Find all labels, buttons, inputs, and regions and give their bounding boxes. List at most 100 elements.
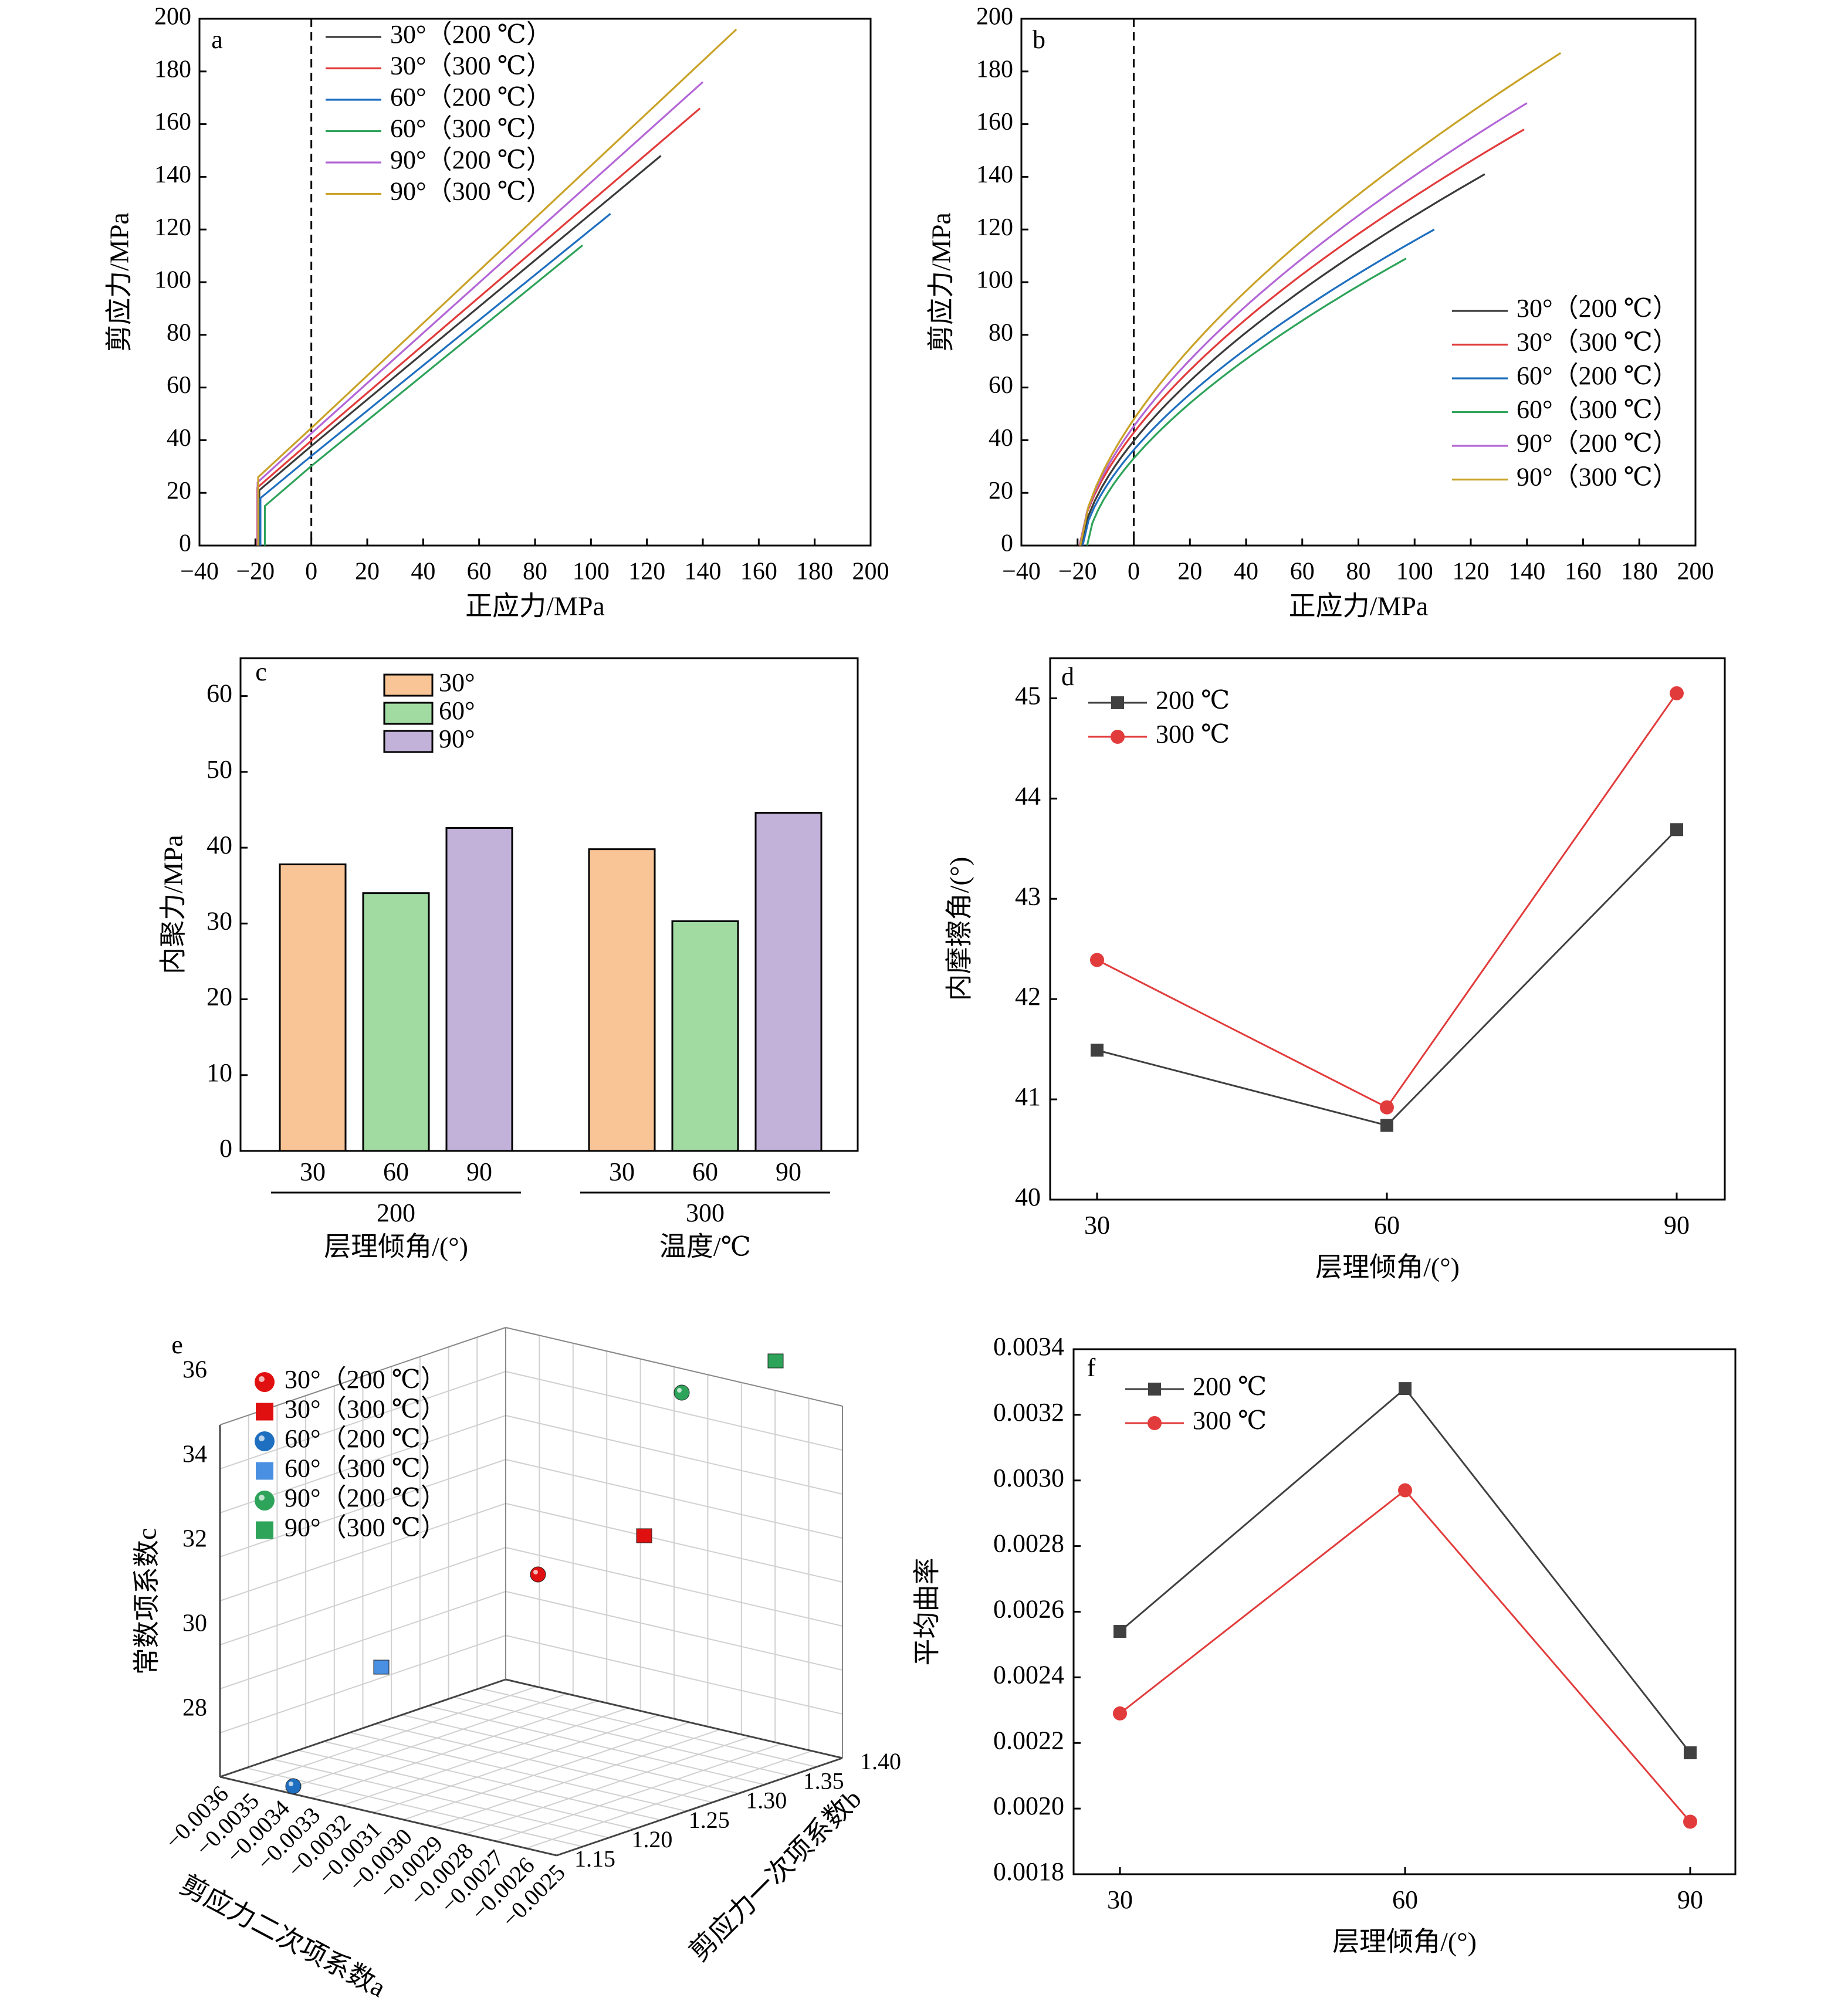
series-line-2 bbox=[1081, 228, 1435, 546]
y-tick-label: 20 bbox=[167, 477, 191, 504]
axis-edge bbox=[505, 1678, 843, 1759]
plot-frame bbox=[1072, 1348, 1737, 1875]
legend-label: 90° bbox=[439, 724, 475, 753]
y-tick-label: 40 bbox=[989, 425, 1013, 452]
x-tick-label: 80 bbox=[1346, 558, 1371, 585]
b-tick-label: 1.15 bbox=[574, 1845, 615, 1872]
data-point bbox=[1113, 1706, 1127, 1721]
b-tick-label: 1.30 bbox=[746, 1787, 787, 1814]
b-tick-label: 1.20 bbox=[631, 1826, 672, 1853]
bar bbox=[445, 827, 513, 1152]
y-tick-label: 200 bbox=[154, 4, 191, 31]
scatter-highlight bbox=[533, 1570, 538, 1574]
x-tick-label: 90 bbox=[1677, 1885, 1703, 1914]
c-tick-label: 36 bbox=[182, 1357, 207, 1384]
legend-marker bbox=[1111, 730, 1125, 744]
x-axis-label: 正应力/MPa bbox=[1289, 591, 1429, 621]
y-tick-label: 80 bbox=[167, 319, 191, 346]
y-tick-label: 0.0022 bbox=[993, 1726, 1064, 1755]
grid-line bbox=[375, 1723, 713, 1803]
grid-line bbox=[427, 1705, 765, 1786]
grid-line bbox=[505, 1415, 843, 1495]
c-tick-label: 32 bbox=[182, 1526, 207, 1553]
data-point bbox=[1683, 1814, 1697, 1829]
y-tick-label: 40 bbox=[167, 425, 191, 452]
x-tick-label: −20 bbox=[1058, 558, 1097, 585]
bar bbox=[279, 863, 347, 1152]
c-axis-label: 常数项系数c bbox=[132, 1528, 162, 1675]
y-axis-label: 平均曲率 bbox=[912, 1558, 942, 1666]
y-tick-label: 0 bbox=[1001, 530, 1013, 557]
x-tick-label: −40 bbox=[1002, 558, 1041, 585]
legend-label: 30°（300 ℃） bbox=[285, 1395, 446, 1424]
legend-label: 60°（200 ℃） bbox=[285, 1424, 446, 1453]
legend-swatch bbox=[383, 730, 434, 753]
y-tick-label: 45 bbox=[1015, 681, 1041, 710]
x-axis-label: 层理倾角/(°) bbox=[1332, 1927, 1477, 1957]
x-tick-label: 200 bbox=[1677, 558, 1714, 585]
legend-marker-highlight bbox=[259, 1495, 265, 1501]
b-tick-label: 1.25 bbox=[689, 1807, 730, 1833]
legend-marker bbox=[256, 1403, 273, 1421]
data-point bbox=[1113, 1625, 1126, 1638]
x-tick-label: 60 bbox=[467, 558, 492, 585]
y-tick-label: 42 bbox=[1015, 982, 1041, 1011]
series-line-3 bbox=[1086, 258, 1407, 546]
y-tick-label: 50 bbox=[207, 755, 232, 784]
data-point bbox=[1090, 953, 1104, 967]
legend-label: 90°（300 ℃） bbox=[1517, 463, 1678, 492]
legend-label: 30°（200 ℃） bbox=[285, 1365, 446, 1394]
legend-label: 60° bbox=[439, 696, 475, 725]
legend-label: 90°（200 ℃） bbox=[1517, 429, 1678, 458]
grid-line bbox=[219, 1459, 506, 1557]
y-tick-label: 0.0032 bbox=[993, 1398, 1064, 1427]
grid-line bbox=[505, 1503, 843, 1583]
series-line-1 bbox=[1096, 692, 1678, 1109]
y-tick-label: 140 bbox=[976, 161, 1013, 188]
axis-edge bbox=[219, 1678, 506, 1778]
x-tick-label: 140 bbox=[1508, 558, 1545, 585]
y-tick-label: 43 bbox=[1015, 882, 1041, 910]
x-tick-label: 120 bbox=[628, 558, 665, 585]
grid-line bbox=[219, 1547, 506, 1645]
y-tick-label: 160 bbox=[154, 109, 191, 136]
x-tick-label: 90 bbox=[466, 1157, 492, 1186]
bar bbox=[588, 848, 656, 1152]
plot-frame bbox=[239, 657, 859, 1152]
scatter-point bbox=[636, 1528, 652, 1543]
legend-label: 30° bbox=[439, 668, 475, 697]
legend-label: 90°（200 ℃） bbox=[285, 1484, 446, 1512]
x-tick-label: 100 bbox=[1396, 558, 1433, 585]
y-tick-label: 60 bbox=[167, 372, 191, 399]
y-tick-label: 80 bbox=[989, 319, 1013, 346]
y-tick-label: 120 bbox=[976, 214, 1013, 241]
scatter-highlight bbox=[677, 1388, 682, 1393]
x-tick-label: 100 bbox=[573, 558, 610, 585]
y-tick-label: 0.0020 bbox=[993, 1792, 1064, 1820]
panel-d: 40 41 42 43 44 45 30 60 90 层理倾角/(°) 内摩擦角/(°) d 200 ℃… bbox=[945, 657, 1726, 1282]
y-tick-label: 160 bbox=[976, 109, 1013, 136]
x-tick-label: 160 bbox=[740, 558, 777, 585]
grid-line bbox=[373, 1714, 659, 1813]
grid-line bbox=[495, 1743, 781, 1842]
legend-label: 200 ℃ bbox=[1156, 686, 1230, 714]
series-line-0 bbox=[1080, 173, 1485, 546]
y-axis-label: 内摩擦角/(°) bbox=[945, 857, 974, 1001]
data-point bbox=[1399, 1382, 1412, 1396]
legend-label: 60°（300 ℃） bbox=[1517, 395, 1678, 424]
series-line-1 bbox=[1078, 128, 1525, 546]
panel-b: −40 −20 0 20 40 60 80 100 120 140 160 180 200 0 20 40 60… bbox=[926, 4, 1714, 621]
legend-marker bbox=[1148, 1416, 1162, 1430]
y-tick-label: 200 bbox=[976, 4, 1013, 31]
group-label: 200 bbox=[377, 1198, 415, 1227]
b-tick-label: 1.40 bbox=[860, 1748, 901, 1774]
grid-line bbox=[403, 1722, 690, 1821]
legend-marker bbox=[255, 1491, 275, 1511]
x-tick-label: 60 bbox=[692, 1157, 718, 1186]
y-tick-label: 44 bbox=[1015, 781, 1041, 810]
x-tick-label: 30 bbox=[1107, 1885, 1133, 1914]
group-axis-label: 层理倾角/(°) bbox=[324, 1232, 468, 1262]
panel-letter: c bbox=[255, 658, 267, 686]
data-point bbox=[1670, 823, 1683, 837]
